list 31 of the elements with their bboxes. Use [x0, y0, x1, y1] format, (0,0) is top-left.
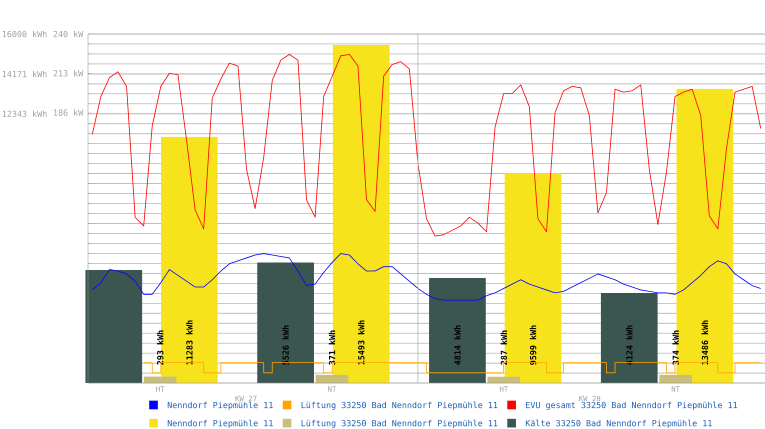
data-label: 374 kWh — [672, 330, 679, 365]
legend-label: Nenndorf Piepmühle 11 — [168, 402, 273, 410]
bar — [257, 262, 314, 383]
legend-label: Lüftung 33250 Bad Nenndorf Piepmühle 11 — [302, 420, 498, 428]
data-label: 287 kWh — [500, 330, 508, 365]
bar — [85, 270, 142, 383]
y-tick-label: 186 kW — [54, 109, 84, 116]
legend-label: Lüftung 33250 Bad Nenndorf Piepmühle 11 — [302, 402, 498, 410]
y-tick-label: 14171 kWh — [2, 70, 47, 78]
data-label: 4814 kWh — [454, 325, 461, 365]
bar — [144, 376, 176, 383]
y-tick-label: 16000 kWh — [2, 30, 47, 38]
data-label: 15493 kWh — [358, 320, 364, 365]
data-label: 293 kWh — [156, 330, 164, 365]
y-tick-label: 240 kW — [54, 30, 84, 38]
bar — [488, 376, 520, 383]
bar — [316, 374, 348, 383]
data-label: 9599 kWh — [530, 325, 536, 365]
bar — [429, 278, 486, 383]
bar — [600, 293, 658, 383]
legend-label: Nenndorf Piepmühle 11 — [168, 420, 273, 428]
legend-label: Kälte 33250 Bad Nenndorf Piepmühle 11 — [526, 420, 712, 428]
legend-label: EVU gesamt 33250 Bad Nenndorf Piepmühle 11 — [526, 402, 738, 410]
data-label: 371 kWh — [328, 330, 336, 365]
bar — [659, 374, 692, 383]
y-tick-label: 12343 kWh — [2, 110, 47, 118]
data-label: 11283 kWh — [186, 320, 193, 365]
y-tick-label: 213 kW — [54, 70, 84, 77]
data-label: 4124 kWh — [626, 325, 632, 365]
data-label: 13486 kWh — [702, 320, 708, 365]
data-label: 5526 kWh — [282, 325, 289, 365]
